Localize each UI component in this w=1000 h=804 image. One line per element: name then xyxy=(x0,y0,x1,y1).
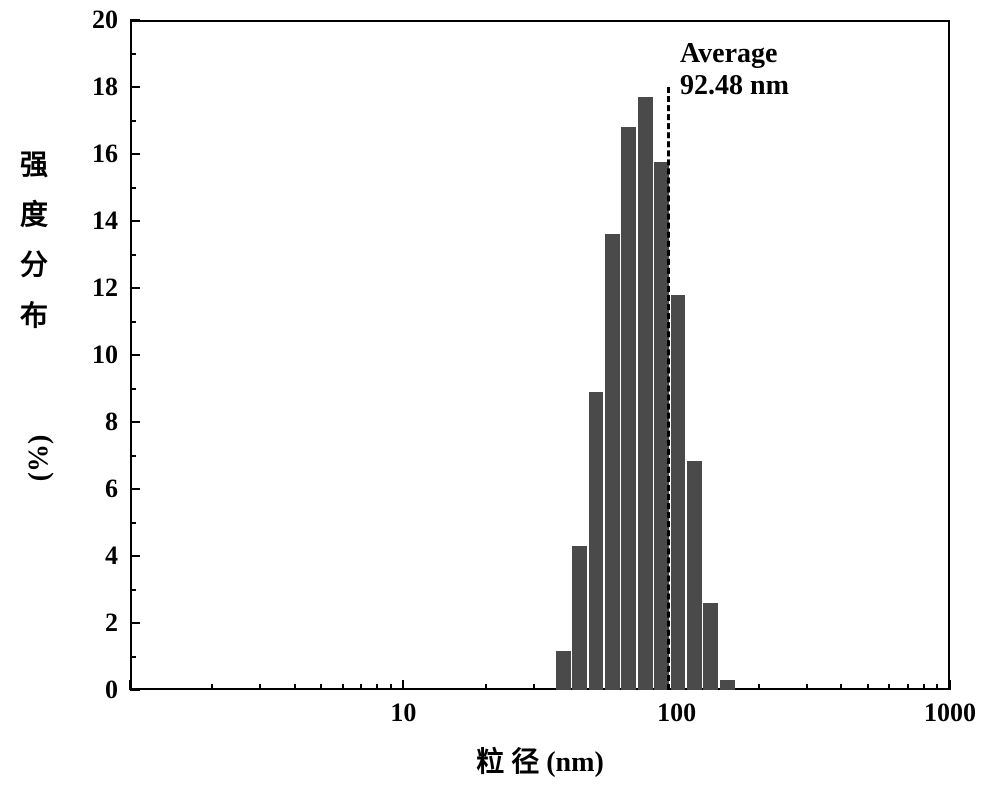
y-tick-label: 4 xyxy=(0,541,118,571)
y-axis-title: 强度分布 xyxy=(20,141,48,343)
y-minor-tick xyxy=(130,388,136,390)
x-minor-tick xyxy=(867,684,869,690)
x-tick-label: 10 xyxy=(390,698,416,728)
x-minor-tick xyxy=(360,684,362,690)
x-minor-tick xyxy=(758,684,760,690)
x-minor-tick xyxy=(211,684,213,690)
histogram-bar xyxy=(572,546,587,690)
histogram-bar xyxy=(703,603,718,690)
histogram-chart: 强度分布 (%) 粒 径 (nm) Average 92.48 nm 02468… xyxy=(0,0,1000,804)
x-minor-tick xyxy=(485,684,487,690)
y-major-tick xyxy=(130,622,140,624)
y-minor-tick xyxy=(130,522,136,524)
y-major-tick xyxy=(130,86,140,88)
y-tick-label: 16 xyxy=(0,139,118,169)
x-minor-tick xyxy=(259,684,261,690)
y-major-tick xyxy=(130,287,140,289)
x-minor-tick xyxy=(342,684,344,690)
histogram-bar xyxy=(720,680,735,690)
y-tick-label: 20 xyxy=(0,5,118,35)
histogram-bar xyxy=(621,127,636,690)
y-tick-label: 0 xyxy=(0,675,118,705)
x-minor-tick xyxy=(390,684,392,690)
y-minor-tick xyxy=(130,321,136,323)
x-major-tick xyxy=(129,680,131,690)
x-axis-title: 粒 径 (nm) xyxy=(476,740,604,780)
y-minor-tick xyxy=(130,120,136,122)
x-minor-tick xyxy=(888,684,890,690)
y-major-tick xyxy=(130,354,140,356)
y-tick-label: 12 xyxy=(0,273,118,303)
y-major-tick xyxy=(130,488,140,490)
y-minor-tick xyxy=(130,589,136,591)
x-minor-tick xyxy=(923,684,925,690)
histogram-bar xyxy=(638,97,653,690)
y-minor-tick xyxy=(130,455,136,457)
y-major-tick xyxy=(130,421,140,423)
histogram-bar xyxy=(605,234,620,690)
x-minor-tick xyxy=(320,684,322,690)
y-minor-tick xyxy=(130,656,136,658)
y-minor-tick xyxy=(130,187,136,189)
histogram-bar xyxy=(687,461,702,690)
x-minor-tick xyxy=(294,684,296,690)
x-major-tick xyxy=(402,680,404,690)
y-tick-label: 10 xyxy=(0,340,118,370)
y-major-tick xyxy=(130,555,140,557)
x-minor-tick xyxy=(840,684,842,690)
annotation-line1: Average xyxy=(680,38,789,70)
x-minor-tick xyxy=(936,684,938,690)
y-tick-label: 8 xyxy=(0,407,118,437)
y-tick-label: 6 xyxy=(0,474,118,504)
x-major-tick xyxy=(949,680,951,690)
y-major-tick xyxy=(130,220,140,222)
y-tick-label: 2 xyxy=(0,608,118,638)
y-minor-tick xyxy=(130,254,136,256)
histogram-bar xyxy=(556,651,571,690)
x-tick-label: 1000 xyxy=(924,698,976,728)
histogram-bar xyxy=(671,295,686,690)
y-minor-tick xyxy=(130,53,136,55)
x-minor-tick xyxy=(376,684,378,690)
y-major-tick xyxy=(130,153,140,155)
plot-area xyxy=(130,20,950,690)
x-minor-tick xyxy=(806,684,808,690)
y-tick-label: 14 xyxy=(0,206,118,236)
x-minor-tick xyxy=(907,684,909,690)
y-major-tick xyxy=(130,689,140,691)
annotation-line2: 92.48 nm xyxy=(680,70,789,102)
y-tick-label: 18 xyxy=(0,72,118,102)
x-tick-label: 100 xyxy=(657,698,696,728)
histogram-bar xyxy=(589,392,604,690)
average-line xyxy=(667,87,670,690)
average-annotation: Average 92.48 nm xyxy=(680,38,789,102)
x-minor-tick xyxy=(533,684,535,690)
y-major-tick xyxy=(130,19,140,21)
